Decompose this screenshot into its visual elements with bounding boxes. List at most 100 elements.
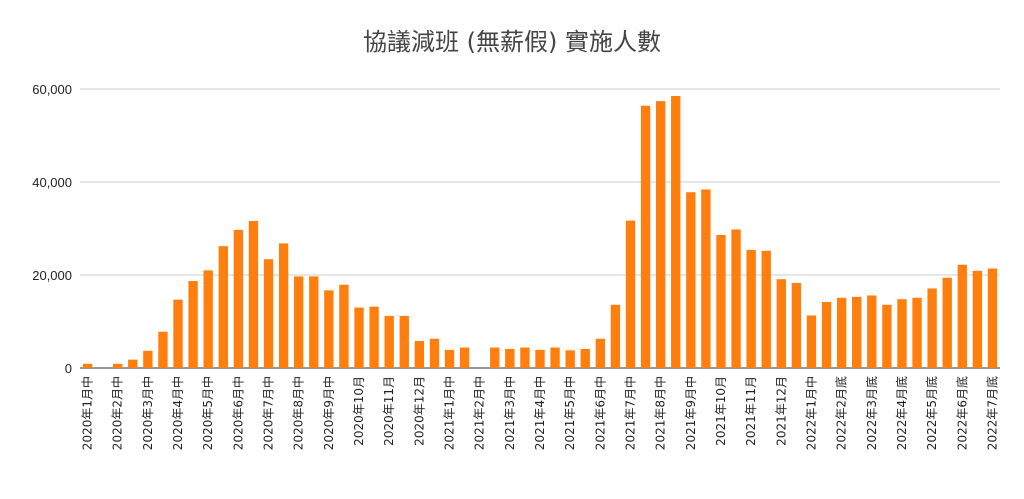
bar <box>731 229 741 368</box>
x-tick-label: 2021年9月中 <box>683 376 698 450</box>
x-tick-label: 2020年7月中 <box>261 376 276 450</box>
x-tick-label: 2020年4月中 <box>170 376 185 450</box>
bar <box>671 95 681 368</box>
y-axis-ticks: 0 20,000 40,000 60,000 <box>32 82 72 376</box>
bar <box>505 348 515 368</box>
x-tick-label: 2021年1月中 <box>442 376 457 450</box>
bar <box>143 350 153 368</box>
bar <box>821 301 832 368</box>
bar <box>746 249 756 368</box>
bar <box>942 277 952 368</box>
bar <box>701 189 711 368</box>
bar <box>912 297 922 368</box>
bar <box>444 349 455 368</box>
y-tick-label: 60,000 <box>32 82 72 97</box>
bar <box>248 221 259 368</box>
bar <box>399 315 409 368</box>
y-tick-label: 20,000 <box>32 268 72 283</box>
x-tick-label: 2020年12月 <box>412 376 426 446</box>
x-tick-label: 2022年7月底 <box>984 376 999 450</box>
bar <box>233 229 244 368</box>
bar <box>625 220 636 368</box>
bar <box>882 304 892 368</box>
bar <box>897 299 907 368</box>
bar <box>188 281 198 368</box>
bar <box>414 341 425 368</box>
bar <box>791 282 802 368</box>
x-tick-label: 2021年7月中 <box>622 376 637 450</box>
bars <box>82 95 998 369</box>
bar <box>520 347 530 368</box>
bar <box>263 259 274 368</box>
x-tick-label: 2021年12月 <box>774 376 788 446</box>
bar <box>459 347 470 368</box>
bar <box>203 270 213 368</box>
x-tick-label: 2020年3月中 <box>140 376 155 450</box>
bar <box>384 315 394 368</box>
bar <box>595 338 606 368</box>
bar <box>957 264 967 368</box>
bar <box>716 235 726 368</box>
bar <box>324 290 334 368</box>
bar <box>550 347 560 368</box>
bar <box>429 338 440 368</box>
bar <box>128 359 138 368</box>
x-tick-label: 2020年10月 <box>352 376 366 446</box>
bar <box>354 307 364 368</box>
x-tick-label: 2021年6月中 <box>592 376 607 450</box>
x-tick-label: 2021年8月中 <box>653 376 668 450</box>
bar <box>640 105 651 369</box>
x-tick-label: 2021年10月 <box>714 376 728 446</box>
y-tick-label: 0 <box>65 361 72 376</box>
x-tick-label: 2021年3月中 <box>502 376 517 450</box>
bar <box>565 350 575 368</box>
x-tick-label: 2022年1月中 <box>803 376 818 450</box>
bar <box>309 276 319 368</box>
bar <box>113 363 123 368</box>
x-tick-label: 2022年2月底 <box>834 376 849 450</box>
bar <box>927 288 937 368</box>
bar <box>836 297 847 368</box>
bar <box>972 270 983 368</box>
bar <box>158 331 168 368</box>
bar <box>278 243 289 368</box>
x-tick-label: 2020年9月中 <box>321 376 336 450</box>
x-tick-label: 2020年6月中 <box>230 376 245 450</box>
x-tick-label: 2021年4月中 <box>532 376 547 450</box>
x-tick-label: 2020年11月 <box>382 376 396 446</box>
bar <box>490 347 500 368</box>
x-tick-label: 2021年2月中 <box>472 376 487 450</box>
x-tick-label: 2020年5月中 <box>200 376 215 450</box>
bar <box>776 279 786 368</box>
bar <box>852 296 862 368</box>
bar <box>580 348 590 368</box>
x-tick-label: 2022年6月底 <box>954 376 969 450</box>
bar <box>806 315 817 368</box>
bar <box>655 101 666 368</box>
bar <box>369 306 379 368</box>
x-tick-label: 2022年3月底 <box>864 376 879 450</box>
bar <box>535 349 545 368</box>
x-tick-label: 2021年5月中 <box>562 376 577 450</box>
x-tick-label: 2020年8月中 <box>291 376 306 450</box>
bar <box>173 299 183 368</box>
bar <box>82 363 93 368</box>
bar <box>294 276 304 368</box>
gridlines <box>80 88 1000 369</box>
y-tick-label: 40,000 <box>32 175 72 190</box>
x-tick-label: 2021年11月 <box>744 376 758 446</box>
bar <box>610 304 621 368</box>
chart-title: 協議減班 (無薪假) 實施人數 <box>363 28 661 56</box>
bar <box>987 268 998 368</box>
bar <box>218 246 228 368</box>
bar <box>339 284 349 368</box>
x-tick-label: 2022年5月底 <box>924 376 939 450</box>
bar <box>761 250 771 368</box>
x-tick-label: 2022年4月底 <box>894 376 909 450</box>
x-tick-label: 2020年2月中 <box>110 376 125 450</box>
bar <box>686 192 696 368</box>
x-axis-ticks: 2020年1月中 2020年2月中 2020年3月中 2020年4月中 2020年5月中… <box>80 376 1000 450</box>
bar <box>867 295 877 368</box>
